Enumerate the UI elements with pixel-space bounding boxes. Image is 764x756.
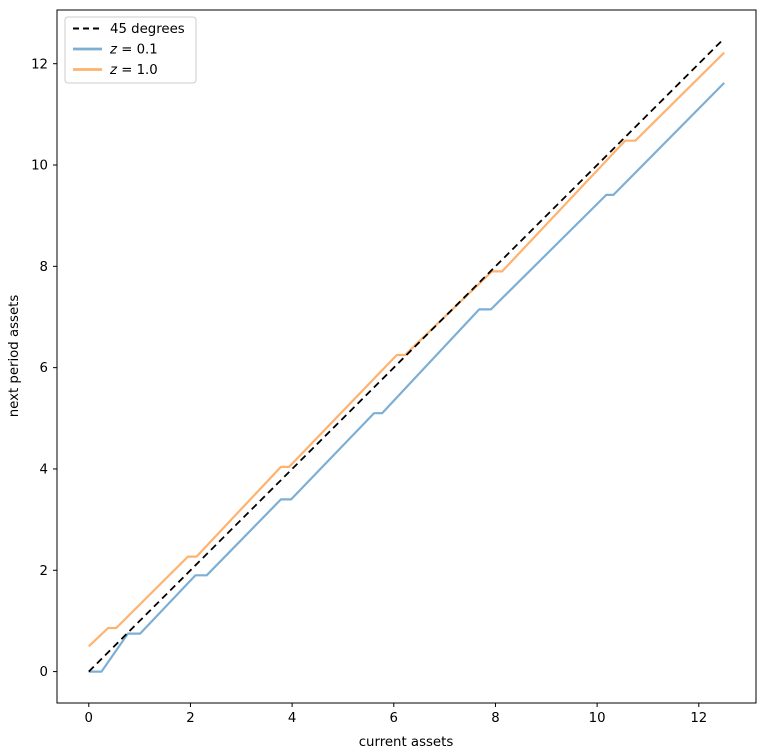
x-tick-label: 2	[186, 711, 194, 726]
y-tick-label: 10	[31, 159, 48, 174]
y-tick-label: 12	[31, 57, 48, 72]
chart-series-layer	[88, 40, 725, 673]
legend-label-value: = 0.1	[117, 43, 158, 58]
legend-label-value: = 1.0	[117, 63, 158, 78]
y-tick-label: 2	[40, 564, 48, 579]
x-axis-label: current assets	[359, 735, 454, 750]
series-line-45-degrees	[88, 40, 722, 673]
y-tick-label: 0	[40, 665, 48, 680]
y-tick-label: 6	[40, 361, 48, 376]
x-tick-label: 0	[85, 711, 93, 726]
plot-frame	[56, 9, 757, 704]
y-tick-label: 8	[40, 260, 48, 275]
x-tick-label: 10	[589, 711, 606, 726]
chart-frame-layer	[56, 9, 757, 704]
legend-label-var: z	[109, 43, 118, 58]
y-tick-label: 4	[40, 463, 48, 478]
legend-label: 45 degrees	[110, 22, 185, 37]
x-tick-label: 4	[288, 711, 296, 726]
y-axis-label: next period assets	[7, 295, 22, 418]
x-tick-label: 12	[690, 711, 707, 726]
legend-label-var: z	[109, 63, 118, 78]
legend-label: z = 0.1	[109, 43, 158, 58]
legend-label: z = 1.0	[109, 63, 158, 78]
legend-box	[64, 16, 197, 84]
chart-ticks-layer: 0 2 4 6 8 10 12 0 2 4 6 8 10 12	[31, 57, 707, 726]
series-line-z-1-0	[88, 51, 725, 648]
series-line-z-0-1	[88, 82, 725, 673]
x-tick-label: 8	[491, 711, 499, 726]
x-tick-label: 6	[390, 711, 398, 726]
